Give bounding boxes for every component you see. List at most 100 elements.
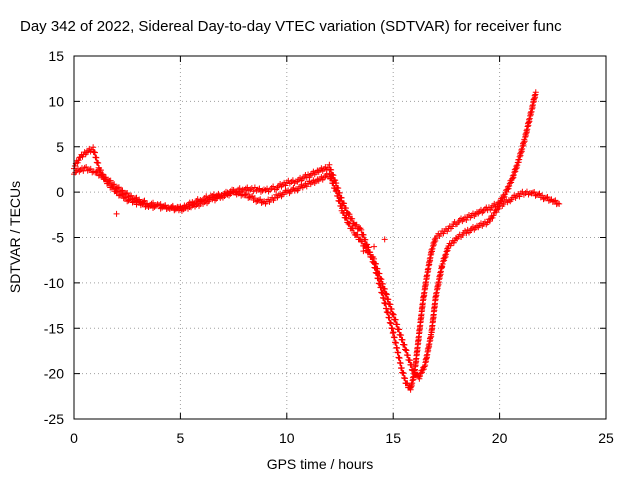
x-tick-label: 0: [70, 430, 78, 446]
data-point: [346, 211, 353, 218]
data-point: [128, 192, 135, 199]
x-tick-label: 15: [385, 430, 401, 446]
data-point: [277, 180, 284, 187]
data-point: [539, 192, 546, 199]
data-point: [535, 191, 542, 198]
data-point: [251, 184, 258, 191]
data-point: [540, 196, 547, 203]
data-point: [495, 205, 502, 212]
data-point: [169, 203, 176, 210]
y-tick-label: -15: [44, 320, 64, 336]
data-point: [310, 168, 317, 175]
data-point: [477, 206, 484, 213]
y-tick-label: -5: [52, 230, 65, 246]
data-point: [326, 161, 333, 168]
data-point: [359, 238, 366, 245]
y-tick-label: 10: [48, 93, 64, 109]
data-point: [371, 243, 378, 250]
data-point: [444, 228, 451, 235]
data-point: [271, 195, 278, 202]
data-point: [531, 188, 538, 195]
data-point: [556, 200, 563, 207]
data-point: [528, 190, 535, 197]
data-point: [245, 194, 252, 201]
data-point: [322, 164, 329, 171]
data-point: [129, 196, 136, 203]
data-point: [341, 210, 348, 217]
data-point: [282, 182, 289, 189]
data-point: [75, 157, 82, 164]
data-point: [505, 185, 512, 192]
data-point: [416, 375, 423, 382]
data-point: [508, 179, 515, 186]
data-point: [490, 212, 497, 219]
data-point: [136, 196, 143, 203]
data-point: [134, 197, 141, 204]
x-tick-label: 20: [492, 430, 508, 446]
data-point: [417, 373, 424, 380]
data-point: [551, 198, 558, 205]
data-point: [350, 225, 357, 232]
data-point: [318, 174, 325, 181]
data-point: [549, 198, 556, 205]
data-point: [464, 226, 471, 233]
data-point: [326, 170, 333, 177]
data-point: [86, 145, 93, 152]
y-tick-label: 0: [56, 184, 64, 200]
data-point: [107, 177, 114, 184]
data-point: [157, 201, 164, 208]
data-point: [94, 168, 101, 175]
data-point: [418, 369, 425, 376]
data-point: [411, 367, 418, 374]
data-point: [190, 200, 197, 207]
data-point: [330, 172, 337, 179]
data-point: [346, 220, 353, 227]
data-point: [419, 366, 426, 373]
data-point: [366, 249, 373, 256]
data-point: [194, 200, 201, 207]
x-tick-label: 25: [598, 430, 614, 446]
x-axis-label: GPS time / hours: [266, 456, 374, 472]
grid-lines: [74, 56, 606, 419]
data-point: [140, 198, 147, 205]
data-point: [210, 194, 217, 201]
data-point: [251, 195, 258, 202]
data-point: [241, 192, 248, 199]
data-point: [215, 192, 222, 199]
data-point: [74, 165, 81, 172]
data-point: [381, 236, 388, 243]
data-point: [505, 197, 512, 204]
data-point: [493, 209, 500, 216]
data-points: [71, 89, 563, 393]
data-point: [115, 184, 122, 191]
data-point: [545, 197, 552, 204]
data-point: [250, 188, 257, 195]
data-point: [298, 181, 305, 188]
data-point: [257, 196, 264, 203]
y-tick-label: -10: [44, 275, 64, 291]
data-point: [458, 215, 465, 222]
data-point: [544, 194, 551, 201]
chart-title: Day 342 of 2022, Sidereal Day-to-day VTE…: [20, 18, 562, 35]
data-point: [328, 166, 335, 173]
data-point: [125, 193, 132, 200]
data-point: [552, 197, 559, 204]
data-point: [303, 183, 310, 190]
data-point: [516, 193, 523, 200]
data-point: [71, 163, 78, 170]
data-point: [126, 193, 133, 200]
data-point: [244, 184, 251, 191]
data-point: [543, 194, 550, 201]
y-tick-label: -25: [44, 411, 64, 427]
data-point: [277, 190, 284, 197]
data-point: [119, 187, 126, 194]
data-point: [318, 165, 325, 172]
data-point: [506, 182, 513, 189]
data-point: [532, 89, 539, 96]
data-point: [87, 165, 94, 172]
data-point: [330, 180, 337, 187]
data-point: [473, 222, 480, 229]
data-point: [354, 231, 361, 238]
data-point: [290, 184, 297, 191]
